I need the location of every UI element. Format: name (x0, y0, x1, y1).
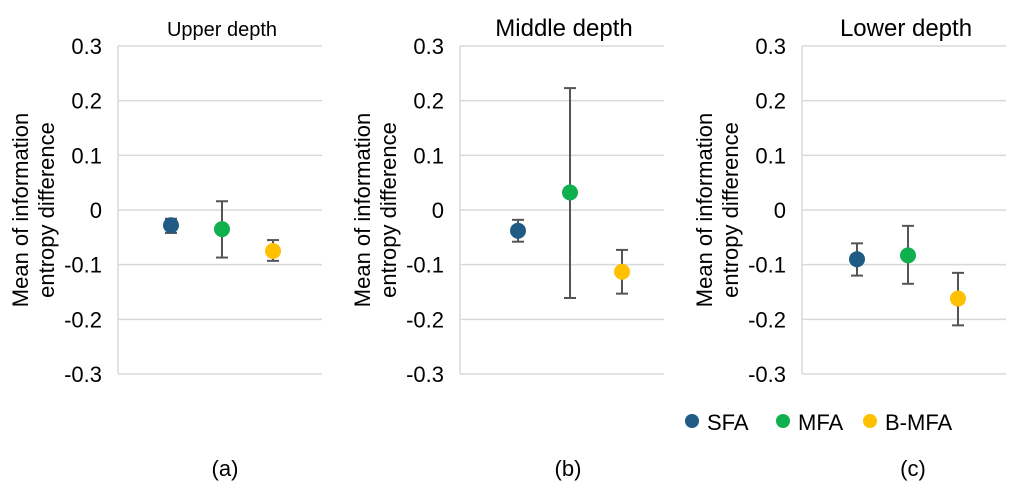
chart-panel-2: 0.3 0.2 0.1 0 -0.1 -0.2 -0.3 Middle depth Mean o… (350, 15, 664, 481)
y-tick-label: -0.3 (64, 362, 102, 387)
y-tick-label: -0.1 (64, 253, 102, 278)
legend: SFA MFA B-MFA (685, 410, 953, 435)
y-tick-label: 0 (774, 198, 786, 223)
data-point-mfa (214, 221, 230, 238)
y-axis-label: Mean of informationentropy difference (692, 113, 743, 307)
legend-label: B-MFA (885, 410, 953, 435)
y-tick-label: 0.3 (71, 34, 102, 59)
chart-title: Lower depth (840, 15, 972, 42)
data-point-b-mfa (614, 263, 630, 280)
y-axis-label-line: entropy difference (34, 122, 59, 298)
chart-title: Middle depth (495, 15, 632, 42)
y-tick-label: 0 (90, 198, 102, 223)
legend-label: SFA (707, 410, 749, 435)
chart-title: Upper depth (167, 19, 277, 41)
y-tick-label: -0.2 (406, 307, 444, 332)
data-point-b-mfa (265, 243, 281, 259)
y-tick-label: 0.2 (413, 89, 444, 114)
data-point-sfa (163, 217, 179, 234)
y-tick-label: 0.2 (755, 89, 786, 114)
legend-marker (776, 414, 790, 428)
chart-panel-3: 0.3 0.2 0.1 0 -0.1 -0.2 -0.3 Lower depth Mean of… (692, 15, 1006, 481)
y-tick-label: -0.1 (406, 253, 444, 278)
data-point-sfa (849, 251, 865, 268)
y-axis-label-line: Mean of information (350, 113, 375, 307)
panel-caption: (a) (212, 456, 239, 481)
y-axis-label-line: entropy difference (376, 122, 401, 298)
y-tick-label: 0.3 (413, 34, 444, 59)
y-tick-label: 0.3 (755, 34, 786, 59)
chart-panel-1: 0.3 0.2 0.1 0 -0.1 -0.2 -0.3 Upper depth Mean of… (8, 19, 322, 481)
y-tick-label: -0.3 (748, 362, 786, 387)
data-point-mfa (562, 184, 578, 201)
panel-caption: (b) (555, 456, 582, 481)
data-point-sfa (510, 222, 526, 239)
y-axis-label: Mean of informationentropy difference (350, 113, 401, 307)
y-tick-label: -0.1 (748, 253, 786, 278)
y-tick-label: 0 (432, 198, 444, 223)
legend-marker (863, 414, 877, 428)
data-point-b-mfa (950, 290, 966, 307)
y-axis-label-line: entropy difference (718, 122, 743, 298)
legend-marker (685, 414, 699, 428)
data-point-mfa (900, 247, 916, 264)
y-tick-label: 0.1 (71, 143, 102, 168)
y-tick-label: -0.3 (406, 362, 444, 387)
panel-caption: (c) (900, 456, 926, 481)
y-tick-label: 0.1 (413, 143, 444, 168)
legend-label: MFA (798, 410, 844, 435)
y-tick-label: 0.2 (71, 89, 102, 114)
y-tick-label: 0.1 (755, 143, 786, 168)
y-tick-label: -0.2 (748, 307, 786, 332)
y-axis-label-line: Mean of information (692, 113, 717, 307)
y-axis-label: Mean of informationentropy difference (8, 113, 59, 307)
y-axis-label-line: Mean of information (8, 113, 33, 307)
y-tick-label: -0.2 (64, 307, 102, 332)
